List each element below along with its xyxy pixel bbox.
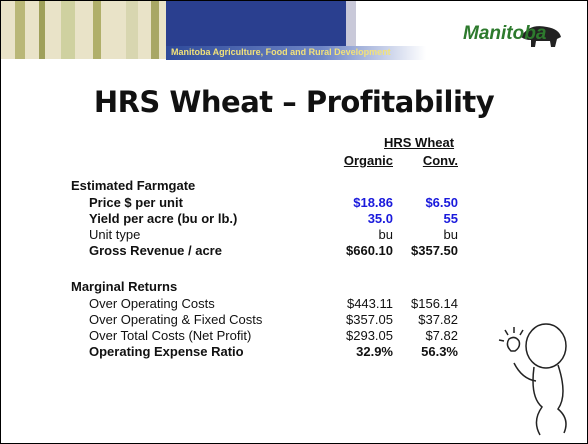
cell-value: 56.3% [421,344,458,359]
row-label: Operating Expense Ratio [89,344,244,359]
cell-value: $660.10 [346,243,393,258]
banner [1,1,587,60]
title: HRS Wheat – Profitability [93,85,495,119]
cell-value: $156.14 [411,296,458,311]
cartoon [498,323,567,436]
row-label: Gross Revenue / acre [89,243,222,258]
row-label: Over Operating & Fixed Costs [89,312,263,327]
cell-value: $443.11 [346,296,393,311]
cell-value: $6.50 [425,195,458,210]
cell-value: $357.50 [411,243,458,258]
row-label: Price $ per unit [89,195,183,210]
row-label: Yield per acre (bu or lb.) [89,211,238,226]
row-label: Over Total Costs (Net Profit) [89,328,252,343]
cell-value: bu [443,227,458,242]
cell-value: $7.82 [425,328,458,343]
cell-value: bu [378,227,393,242]
cell-value: 35.0 [367,211,393,226]
cell-value: $18.86 [353,195,393,210]
cell-value: 55 [443,211,458,226]
row-label: Unit type [89,227,141,242]
group-header: HRS Wheat [384,135,455,150]
department: Manitoba Agriculture, Food and Rural Dev… [171,47,391,57]
cell-value: $293.05 [346,328,393,343]
cell-value: 32.9% [356,344,393,359]
cell-value: $37.82 [418,312,458,327]
section-heading: Estimated Farmgate [71,178,196,193]
logo: Manitoba [463,23,547,44]
row-label: Over Operating Costs [89,296,215,311]
cell-value: $357.05 [346,312,393,327]
section-heading: Marginal Returns [71,279,178,294]
column-header: Organic [343,153,393,168]
column-header: Conv. [422,153,458,168]
